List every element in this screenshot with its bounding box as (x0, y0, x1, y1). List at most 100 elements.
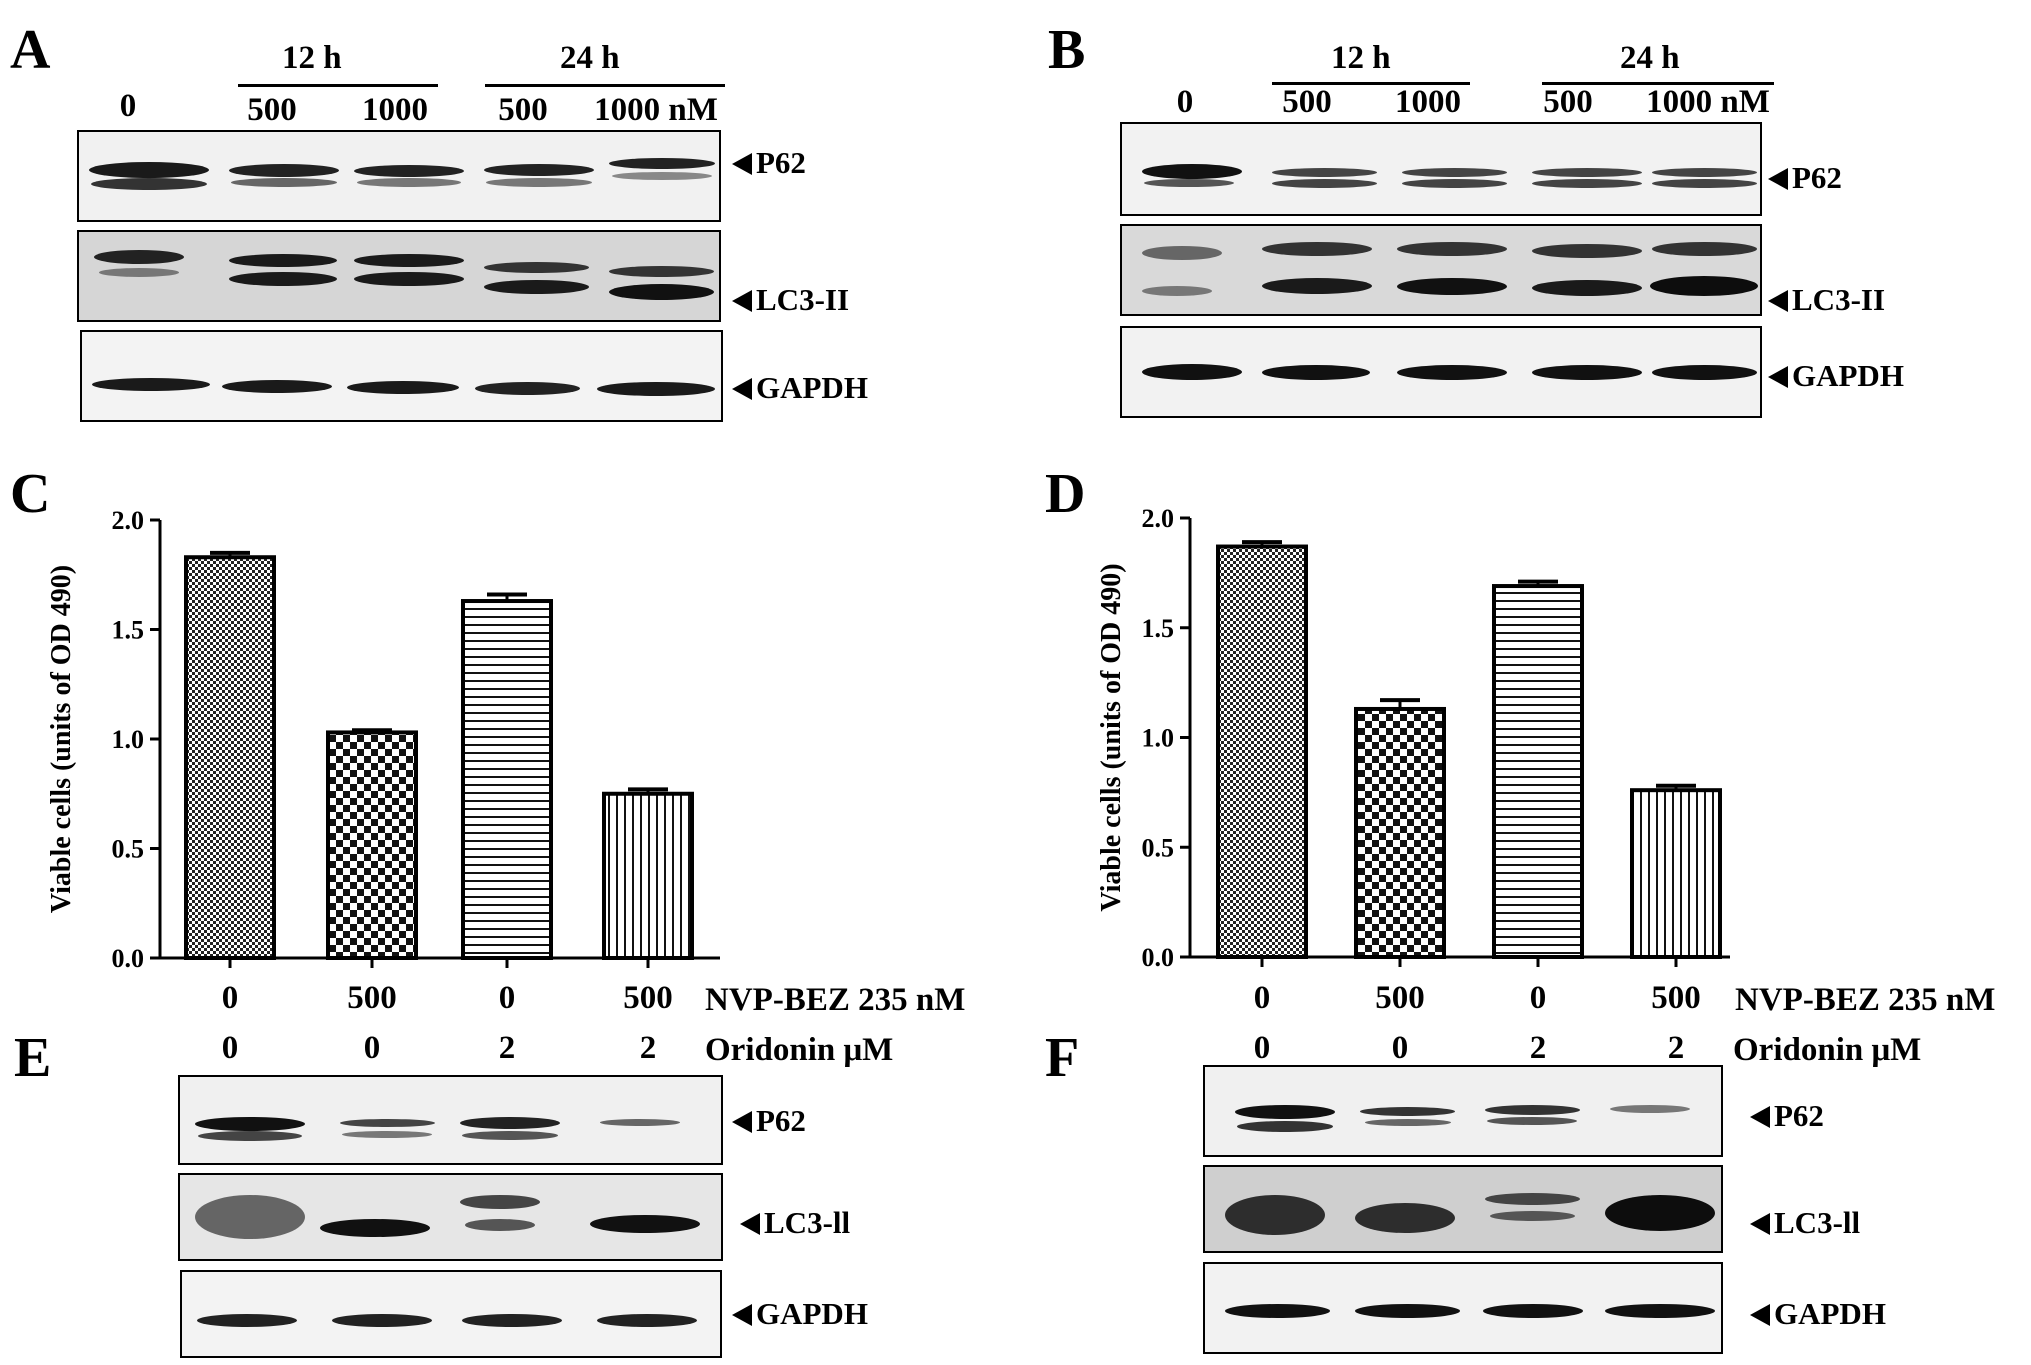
nvp-value: 500 (1651, 980, 1701, 1016)
lane-label: 1000 (362, 92, 428, 128)
marker-label: P62 (756, 1103, 806, 1138)
blot-b-p62 (1120, 122, 1762, 216)
blot-a-p62 (77, 130, 721, 222)
y-tick-label: 1.5 (112, 616, 145, 645)
bracket-24h (485, 84, 725, 87)
panel-letter-c: C (10, 463, 51, 525)
bracket-24h (1542, 82, 1774, 85)
bar (1492, 584, 1584, 959)
marker-f-gapdh: GAPDH (1750, 1296, 1886, 1332)
arrow-left-icon (732, 1111, 752, 1133)
y-tick-label: 0.0 (1142, 943, 1175, 972)
chart-d: 0.0 0.5 1.0 1.5 2.0 Viable cells (units of OD… (1096, 504, 1730, 972)
bar (461, 599, 553, 961)
marker-label: GAPDH (1792, 358, 1904, 393)
blot-f-lc3 (1203, 1165, 1723, 1253)
marker-e-gapdh: GAPDH (732, 1296, 868, 1332)
bar (1216, 544, 1308, 959)
marker-e-p62: P62 (732, 1103, 806, 1139)
time-label-12h: 12 h (282, 40, 342, 76)
y-tick-label: 0.5 (112, 835, 145, 864)
oridonin-value: 0 (1391, 1030, 1409, 1066)
marker-label: LC3-ll (1774, 1205, 1861, 1240)
blot-e-gapdh (180, 1270, 722, 1358)
nvp-value: 0 (221, 980, 239, 1016)
y-tick-label: 1.0 (112, 725, 145, 754)
nvp-value: 500 (347, 980, 397, 1016)
marker-b-p62: P62 (1768, 160, 1842, 196)
panel-letter-d: D (1045, 463, 1086, 525)
panel-letter-a: A (10, 19, 51, 81)
arrow-left-icon (732, 378, 752, 400)
panel-letter-f: F (1045, 1027, 1080, 1089)
lane-label: 0 (119, 88, 137, 124)
bar (602, 791, 694, 960)
nvp-row-label: NVP-BEZ 235 nM (705, 982, 966, 1018)
marker-label: GAPDH (756, 370, 868, 405)
oridonin-row-label: Oridonin μM (705, 1032, 894, 1068)
arrow-left-icon (1750, 1304, 1770, 1326)
chart-c: 0.0 0.5 1.0 1.5 2.0 Viable cells (units of OD… (46, 506, 720, 973)
lane-label: 1000 nM (1646, 84, 1770, 120)
lane-label: 1000 nM (594, 92, 718, 128)
nvp-value: 0 (1253, 980, 1271, 1016)
marker-e-lc3: LC3-ll (740, 1205, 850, 1241)
time-label-12h: 12 h (1331, 40, 1391, 76)
y-tick-label: 1.0 (1142, 724, 1175, 753)
y-tick-label: 0.5 (1142, 833, 1175, 862)
arrow-left-icon (732, 1304, 752, 1326)
oridonin-value: 2 (1667, 1030, 1685, 1066)
bar (326, 730, 418, 960)
lane-label: 500 (1543, 84, 1593, 120)
oridonin-value: 0 (1253, 1030, 1271, 1066)
arrow-left-icon (1750, 1106, 1770, 1128)
marker-label: GAPDH (1774, 1296, 1886, 1331)
arrow-left-icon (1768, 366, 1788, 388)
nvp-value: 500 (623, 980, 673, 1016)
lane-label: 500 (247, 92, 297, 128)
y-tick-label: 2.0 (112, 506, 145, 535)
arrow-left-icon (1768, 290, 1788, 312)
time-label-24h: 24 h (560, 40, 620, 76)
marker-b-lc3: LC3-II (1768, 282, 1885, 318)
y-axis-label: Viable cells (units of OD 490) (46, 565, 77, 913)
nvp-value: 0 (498, 980, 516, 1016)
blot-b-lc3 (1120, 224, 1762, 316)
blot-b-gapdh (1120, 326, 1762, 418)
marker-label: P62 (1792, 160, 1842, 195)
lane-label: 500 (498, 92, 548, 128)
y-tick-label: 2.0 (1142, 504, 1175, 533)
oridonin-value: 0 (221, 1030, 239, 1066)
marker-a-gapdh: GAPDH (732, 370, 868, 406)
bar (1354, 706, 1446, 960)
marker-f-p62: P62 (1750, 1098, 1824, 1134)
arrow-left-icon (740, 1213, 760, 1235)
bar (184, 555, 276, 960)
panel-letter-b: B (1048, 19, 1086, 81)
arrow-left-icon (732, 290, 752, 312)
nvp-value: 0 (1529, 980, 1547, 1016)
marker-b-gapdh: GAPDH (1768, 358, 1904, 394)
nvp-value: 500 (1375, 980, 1425, 1016)
nvp-row-label: NVP-BEZ 235 nM (1735, 982, 1996, 1018)
marker-label: LC3-ll (764, 1205, 851, 1240)
blot-f-gapdh (1203, 1262, 1723, 1354)
blot-e-p62 (178, 1075, 723, 1165)
lane-label: 1000 (1395, 84, 1461, 120)
y-tick-label: 1.5 (1142, 614, 1175, 643)
blot-e-lc3 (178, 1173, 723, 1261)
marker-f-lc3: LC3-ll (1750, 1205, 1860, 1241)
bracket-12h (1272, 82, 1470, 85)
oridonin-row-label: Oridonin μM (1733, 1032, 1922, 1068)
blot-a-lc3 (77, 230, 721, 322)
arrow-left-icon (1768, 168, 1788, 190)
bar (1630, 788, 1722, 959)
y-axis-label: Viable cells (units of OD 490) (1096, 563, 1127, 911)
blot-f-p62 (1203, 1065, 1723, 1157)
marker-a-lc3: LC3-II (732, 282, 849, 318)
lane-label: 0 (1176, 84, 1194, 120)
panel-letter-e: E (14, 1027, 52, 1089)
arrow-left-icon (732, 153, 752, 175)
marker-label: P62 (1774, 1098, 1824, 1133)
oridonin-value: 2 (639, 1030, 657, 1066)
